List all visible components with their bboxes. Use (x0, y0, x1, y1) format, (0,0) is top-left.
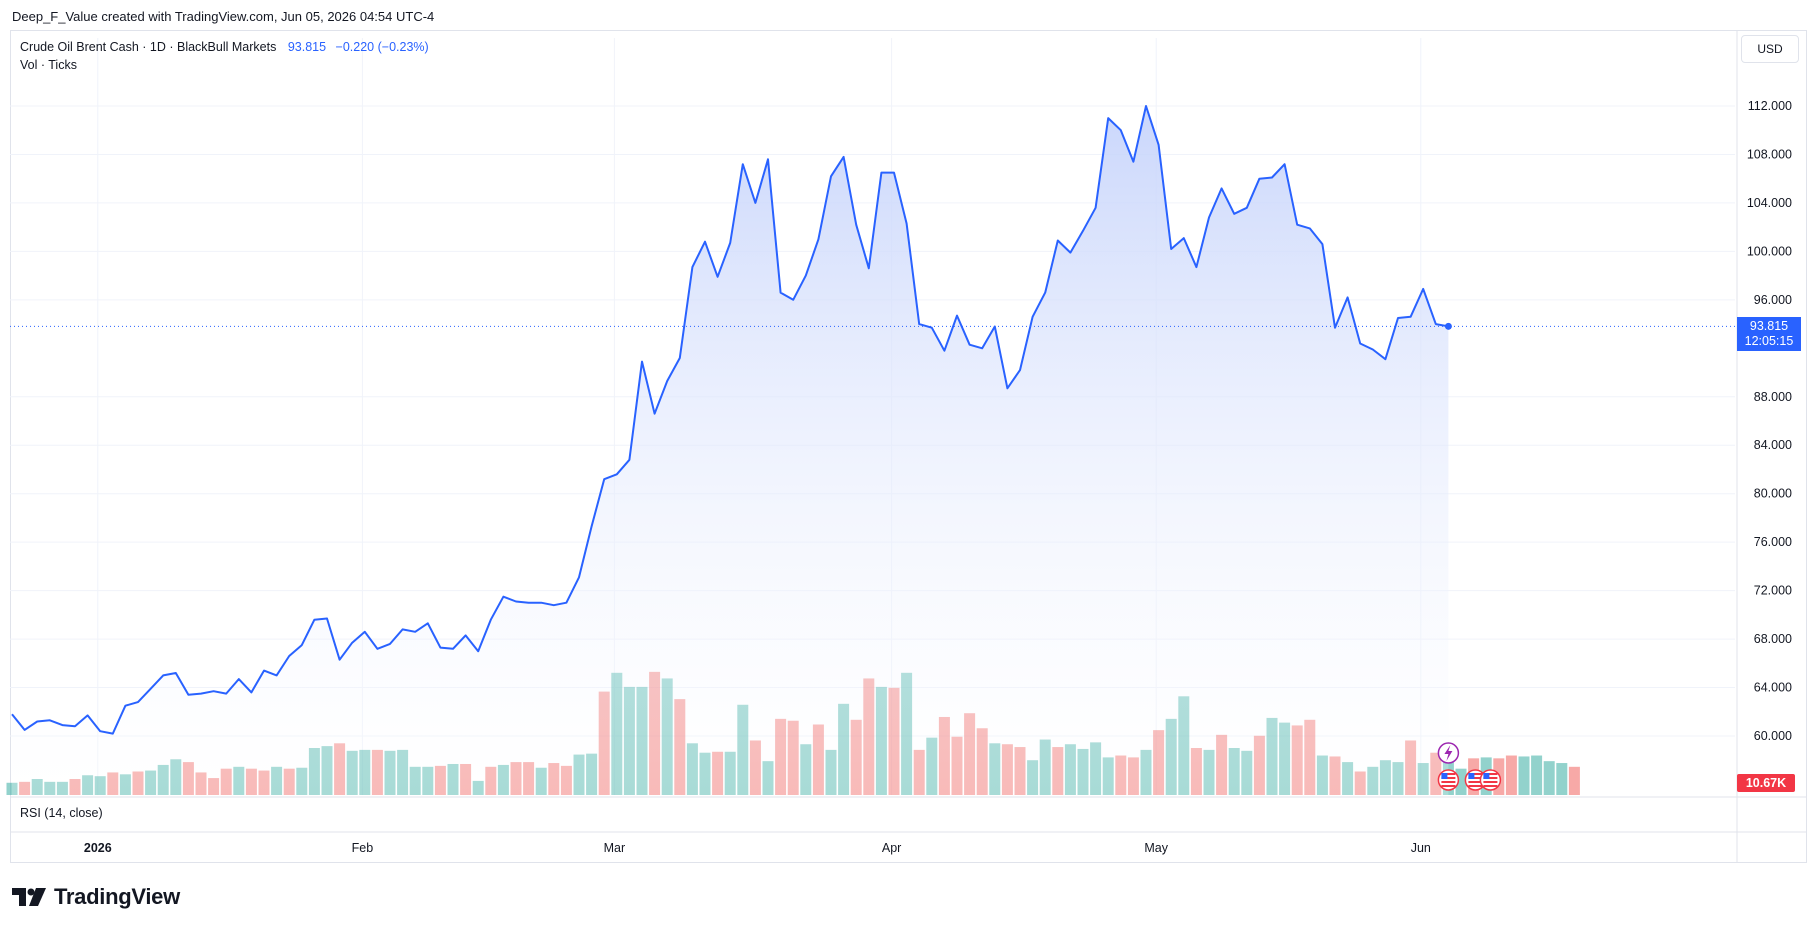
rsi-legend[interactable]: RSI (14, close) (20, 806, 103, 820)
legend-change: −0.220 (−0.23%) (335, 40, 429, 54)
y-tick-label: 60.000 (1754, 729, 1792, 743)
flag-stripe (1441, 777, 1456, 779)
last-price-value: 93.815 (1749, 319, 1789, 333)
tradingview-brand[interactable]: TradingView (12, 884, 180, 910)
event-markers[interactable] (1437, 742, 1502, 791)
flag-stripe (1483, 777, 1498, 779)
flag-stripe (1468, 777, 1483, 779)
bar-countdown: 12:05:15 (1744, 334, 1794, 348)
volume-bar (1505, 755, 1517, 795)
x-tick-label: 2026 (84, 841, 112, 855)
us-flag-event-icon (1479, 769, 1502, 791)
currency-button[interactable]: USD (1741, 35, 1799, 63)
flag-stripe (1483, 773, 1498, 775)
x-tick-label: Apr (882, 841, 901, 855)
axes: 60.000 64.000 68.000 72.000 76.000 80.000 84.0… (10, 30, 1807, 863)
symbol-title: Crude Oil Brent Cash · 1D · BlackBull Ma… (20, 40, 277, 54)
flag-canton (1483, 773, 1490, 779)
flag-stripe (1483, 781, 1498, 783)
y-tick-label: 108.000 (1747, 147, 1792, 161)
last-price-tag: 93.815 12:05:15 (1737, 317, 1801, 351)
volume-bar (1556, 763, 1568, 795)
y-tick-label: 76.000 (1754, 535, 1792, 549)
lightning-event-icon (1437, 742, 1460, 764)
y-tick-label: 112.000 (1748, 99, 1792, 113)
volume-value-tag: 10.67K (1737, 774, 1795, 792)
x-tick-label: Mar (604, 841, 626, 855)
y-tick-label: 84.000 (1754, 438, 1792, 452)
flag-stripe (1468, 785, 1483, 787)
y-tick-label: 88.000 (1754, 390, 1792, 404)
flag-canton (1441, 773, 1448, 779)
volume-bar (1568, 766, 1580, 795)
volume-legend[interactable]: Vol · Ticks (20, 58, 77, 72)
chart-frame[interactable] (10, 30, 1807, 863)
volume-bar (1455, 768, 1467, 795)
lightning-glyph (1444, 745, 1453, 761)
x-tick-label: Feb (352, 841, 374, 855)
flag-stripe (1468, 781, 1483, 783)
price-area (10, 105, 1737, 795)
last-price-dot (1444, 322, 1452, 330)
attribution-text: Deep_F_Value created with TradingView.co… (12, 9, 435, 24)
flag-canton (1468, 773, 1475, 779)
flag-stripe (1441, 773, 1456, 775)
y-tick-label: 68.000 (1754, 632, 1792, 646)
flag-stripe (1441, 785, 1456, 787)
price-area-fill (12, 106, 1449, 795)
y-tick-label: 104.000 (1747, 196, 1792, 210)
volume-bar (1531, 755, 1543, 795)
x-tick-label: May (1144, 841, 1168, 855)
us-flag-event-icon (1464, 769, 1487, 791)
volume-bar (1518, 756, 1530, 795)
us-flag-event-icon (1437, 769, 1460, 791)
symbol-legend[interactable]: Crude Oil Brent Cash · 1D · BlackBull Ma… (20, 40, 429, 54)
legend-price: 93.815 (287, 40, 327, 54)
y-tick-label: 80.000 (1754, 487, 1792, 501)
flag-stripe (1468, 773, 1483, 775)
x-tick-label: Jun (1411, 841, 1431, 855)
volume-bar (1543, 761, 1555, 795)
y-tick-label: 96.000 (1754, 293, 1792, 307)
y-tick-label: 72.000 (1754, 584, 1792, 598)
tradingview-logo-icon (12, 888, 46, 906)
y-tick-label: 64.000 (1754, 681, 1792, 695)
flag-stripe (1441, 781, 1456, 783)
flag-stripe (1483, 785, 1498, 787)
y-tick-label: 100.000 (1747, 244, 1792, 258)
brand-name: TradingView (54, 884, 180, 909)
